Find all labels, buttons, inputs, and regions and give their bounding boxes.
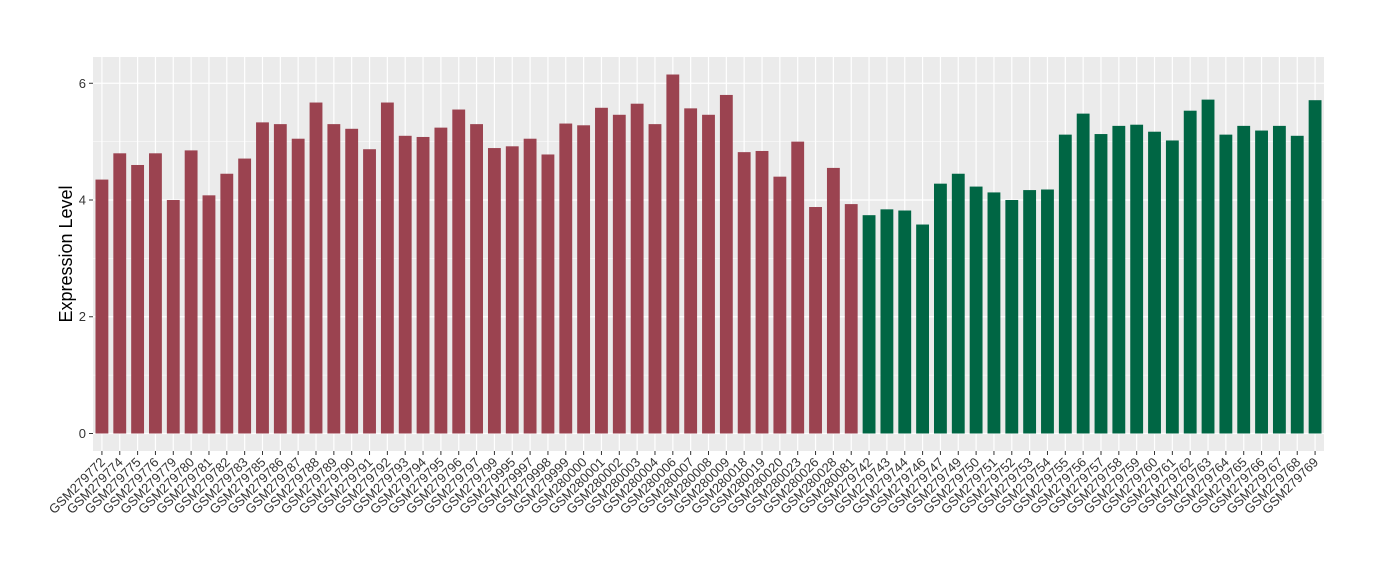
bar-GSM279743 — [880, 209, 894, 434]
bar-GSM279795 — [434, 127, 448, 434]
bar-GSM279997 — [523, 138, 537, 434]
bar-GSM280081 — [844, 204, 858, 434]
y-axis: 0 2 4 6 — [79, 76, 93, 441]
bar-GSM279772 — [95, 179, 109, 434]
bar-GSM279792 — [380, 102, 394, 434]
y-tick-label: 6 — [79, 76, 86, 91]
bar-GSM279767 — [1272, 125, 1286, 434]
bar-GSM279760 — [1148, 131, 1161, 434]
bar-GSM279786 — [273, 124, 287, 434]
bar-GSM280026 — [809, 207, 822, 434]
bar-GSM279758 — [1112, 125, 1126, 434]
bar-GSM280007 — [684, 108, 698, 434]
bar-GSM280004 — [648, 124, 662, 434]
bar-GSM280009 — [719, 94, 733, 434]
bar-GSM280019 — [755, 150, 769, 434]
bar-GSM279998 — [541, 154, 555, 434]
bar-GSM280001 — [595, 107, 608, 434]
x-axis: GSM279772GSM279774GSM279775GSM279776GSM2… — [46, 451, 1321, 517]
bar-GSM279764 — [1219, 134, 1233, 434]
bar-GSM280006 — [666, 74, 680, 434]
bar-GSM279762 — [1183, 110, 1197, 434]
bar-GSM280008 — [702, 114, 715, 434]
bar-GSM279775 — [131, 164, 145, 434]
y-tick-label: 4 — [79, 193, 86, 208]
bar-GSM279788 — [309, 102, 323, 434]
bar-GSM279774 — [113, 153, 127, 434]
bar-GSM280002 — [612, 114, 626, 434]
bar-GSM279799 — [487, 148, 501, 434]
bar-GSM279752 — [1005, 200, 1019, 434]
bar-GSM280003 — [630, 103, 644, 434]
bar-GSM279782 — [220, 173, 234, 434]
bar-GSM279781 — [202, 195, 216, 434]
bar-GSM279776 — [149, 153, 162, 434]
bar-GSM279766 — [1255, 130, 1268, 434]
bar-GSM279797 — [470, 124, 483, 434]
y-tick-label: 0 — [79, 426, 86, 441]
bar-GSM279796 — [452, 109, 466, 434]
bar-GSM279793 — [398, 135, 412, 434]
y-tick-label: 2 — [79, 309, 86, 324]
bar-GSM279783 — [238, 158, 252, 434]
bar-GSM279794 — [416, 136, 430, 434]
bar-GSM280028 — [826, 167, 840, 434]
bar-GSM279750 — [969, 186, 983, 434]
bar-GSM280020 — [773, 176, 787, 434]
bar-GSM279999 — [559, 123, 573, 434]
bar-GSM279791 — [363, 149, 376, 434]
bar-GSM279785 — [256, 122, 269, 434]
bar-GSM279754 — [1041, 189, 1054, 434]
bar-GSM279763 — [1201, 99, 1215, 434]
bar-GSM279744 — [898, 210, 912, 434]
bar-GSM279756 — [1076, 113, 1090, 434]
bar-GSM279765 — [1237, 125, 1251, 434]
bars — [95, 74, 1322, 434]
bar-GSM279757 — [1094, 134, 1108, 434]
bar-GSM279995 — [505, 146, 519, 434]
bar-GSM279790 — [345, 128, 359, 434]
bar-GSM279747 — [934, 183, 947, 434]
bar-GSM279761 — [1165, 140, 1179, 434]
bar-GSM279753 — [1023, 190, 1037, 434]
bar-GSM280000 — [577, 125, 591, 434]
bar-GSM279746 — [916, 224, 930, 434]
y-axis-title: Expression Level — [56, 185, 76, 322]
bar-GSM279768 — [1290, 135, 1304, 434]
bar-GSM279742 — [862, 215, 876, 434]
bar-GSM279789 — [327, 124, 341, 434]
bar-GSM279779 — [166, 200, 180, 434]
bar-GSM280018 — [737, 152, 751, 434]
bar-GSM279787 — [291, 138, 305, 434]
bar-GSM279769 — [1308, 100, 1322, 434]
bar-GSM279755 — [1058, 134, 1072, 434]
bar-GSM279780 — [184, 150, 198, 434]
bar-GSM279759 — [1130, 124, 1144, 434]
bar-GSM279751 — [987, 192, 1001, 434]
bar-GSM279749 — [951, 173, 965, 434]
bar-GSM280023 — [791, 141, 805, 434]
